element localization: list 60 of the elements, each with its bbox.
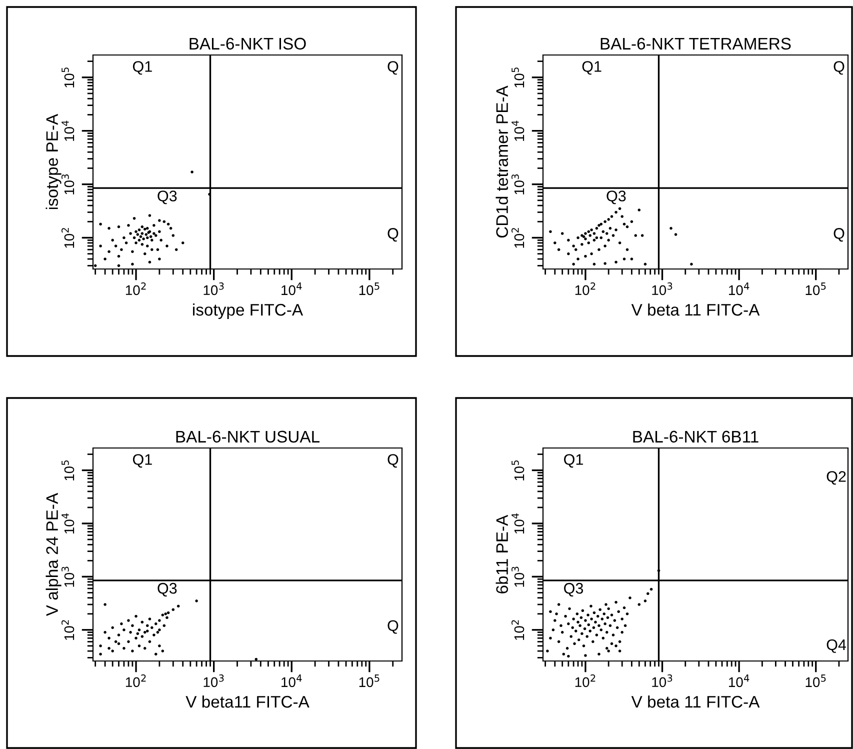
x-tick-label: 10$^{4}$ [729, 282, 750, 296]
annotation: Q [388, 454, 398, 468]
y-tick-label: 10$^{2}$ [62, 620, 74, 640]
annotation: Q3 [158, 582, 177, 596]
y-axis-title: CD1d tetramer PE-A [496, 86, 508, 238]
y-tick-label: 10$^{2}$ [512, 620, 524, 640]
annotation: Q3 [158, 190, 177, 204]
y-tick-label: 10$^{4}$ [62, 120, 74, 141]
annotation: Q [834, 228, 844, 242]
annotation: Q1 [564, 454, 583, 468]
annotation: Q1 [582, 61, 602, 75]
chart-title: BAL-6-NKT TETRAMERS [600, 38, 791, 50]
y-axis-title: isotype PE-A [46, 114, 62, 210]
y-tick-label: 10$^{3}$ [62, 174, 74, 194]
x-tick-label: 10$^{4}$ [729, 674, 750, 688]
annotation: Q3 [564, 582, 584, 596]
y-tick-label: 10$^{4}$ [512, 513, 524, 534]
y-axis-title: 6b11 PE-A [496, 514, 508, 594]
y-tick-label: 10$^{3}$ [512, 174, 524, 194]
x-tick-label: 10$^{2}$ [575, 282, 596, 296]
x-axis-title: V beta 11 FITC-A [631, 303, 760, 316]
chart-title: BAL-6-NKT USUAL [176, 430, 320, 443]
y-tick-label: 10$^{5}$ [62, 68, 74, 88]
y-tick-label: 10$^{2}$ [512, 228, 524, 248]
x-tick-label: 10$^{5}$ [359, 674, 380, 688]
x-tick-label: 10$^{3}$ [204, 282, 224, 296]
y-tick-label: 10$^{5}$ [512, 460, 524, 480]
chart-title: BAL-6-NKT 6B11 [633, 430, 758, 443]
x-tick-label: 10$^{4}$ [282, 674, 302, 688]
x-tick-label: 10$^{5}$ [806, 282, 826, 296]
annotation: Q4 [826, 639, 846, 653]
annotation: Q [388, 228, 398, 242]
x-tick-label: 10$^{5}$ [359, 282, 380, 296]
annotation: Q [388, 620, 398, 634]
annotation: Q3 [606, 190, 626, 204]
x-tick-label: 10$^{2}$ [126, 282, 146, 296]
y-tick-label: 10$^{4}$ [62, 513, 74, 534]
y-axis-title: V alpha 24 PE-A [46, 492, 62, 616]
y-tick-label: 10$^{5}$ [512, 68, 524, 88]
y-tick-label: 10$^{3}$ [62, 566, 74, 587]
x-tick-label: 10$^{3}$ [652, 674, 672, 688]
x-tick-label: 10$^{3}$ [204, 674, 224, 688]
y-tick-label: 10$^{3}$ [512, 566, 524, 587]
annotation: Q2 [826, 471, 846, 485]
x-tick-label: 10$^{4}$ [282, 282, 302, 296]
annotation: Q1 [132, 61, 152, 75]
x-tick-label: 10$^{3}$ [652, 282, 672, 296]
y-tick-label: 10$^{2}$ [62, 228, 74, 248]
x-tick-label: 10$^{2}$ [575, 674, 596, 688]
x-tick-label: 10$^{5}$ [806, 674, 826, 688]
annotation: Q [388, 61, 398, 75]
x-axis-title: V beta11 FITC-A [186, 695, 310, 708]
x-tick-label: 10$^{2}$ [126, 674, 146, 688]
chart-title: BAL-6-NKT ISO [190, 38, 306, 50]
y-tick-label: 10$^{4}$ [512, 120, 524, 141]
x-axis-title: V beta 11 FITC-A [631, 695, 760, 708]
x-axis-title: isotype FITC-A [193, 303, 304, 320]
annotation: Q1 [132, 454, 152, 468]
y-tick-label: 10$^{5}$ [62, 460, 74, 480]
annotation: Q [834, 61, 844, 75]
